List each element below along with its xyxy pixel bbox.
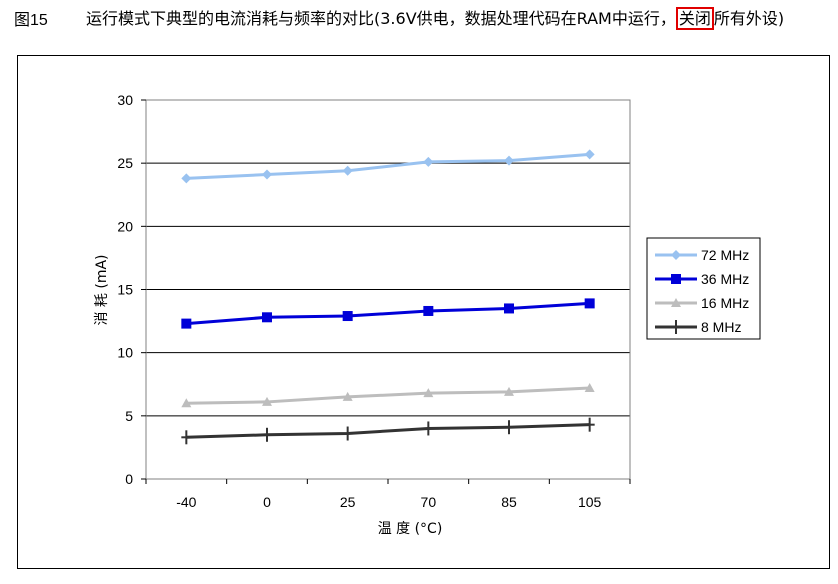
legend-label: 16 MHz	[701, 295, 749, 311]
caption-text-end: 所有外设)	[713, 9, 785, 28]
x-tick-label: 85	[501, 494, 517, 510]
legend-marker	[671, 250, 681, 260]
data-point	[423, 156, 434, 167]
y-tick-label: 10	[117, 345, 133, 361]
series-0	[181, 149, 595, 184]
data-point	[342, 165, 353, 176]
data-point	[504, 155, 514, 166]
y-tick-label: 25	[117, 155, 133, 171]
data-point	[262, 427, 272, 442]
legend-item: 8 MHz	[655, 319, 741, 335]
legend-item: 36 MHz	[655, 271, 749, 287]
legend: 72 MHz 36 MHz 16 MHz 8 MHz	[646, 237, 761, 340]
data-point	[423, 388, 434, 398]
y-tick-label: 30	[117, 92, 133, 108]
y-axis-title: 消 耗 (mA)	[94, 254, 110, 325]
figure-caption: 运行模式下典型的电流消耗与频率的对比(3.6V供电，数据处理代码在RAM中运行，…	[86, 6, 831, 31]
data-point	[181, 173, 192, 184]
figure-label: 图15	[14, 12, 48, 29]
x-tick-label: 0	[263, 494, 271, 510]
x-axis-title: 温 度 (°C)	[378, 521, 443, 537]
data-point	[504, 303, 514, 314]
x-tick-label: 70	[421, 494, 437, 510]
data-point	[181, 398, 192, 408]
chart-frame	[17, 55, 830, 569]
series-line	[186, 386, 590, 405]
data-point	[584, 298, 595, 309]
data-point	[262, 312, 272, 323]
legend-marker	[671, 320, 681, 334]
series-line	[186, 152, 590, 180]
data-point	[342, 426, 353, 441]
data-point	[423, 305, 434, 316]
data-point	[584, 149, 595, 160]
x-tick-label: -40	[176, 494, 196, 510]
x-tick-label: 105	[578, 494, 602, 510]
x-tick-label: 25	[340, 494, 356, 510]
data-point	[181, 430, 192, 445]
y-tick-label: 0	[125, 471, 133, 487]
series-line	[186, 301, 590, 326]
y-tick-label: 15	[117, 282, 133, 298]
legend-item: 16 MHz	[655, 295, 749, 311]
caption-text-start: 运行模式下典型的电流消耗与频率的对比(3.6V供电，数据处理代码在RAM中运行，	[86, 9, 676, 28]
data-point	[342, 311, 353, 322]
y-tick-label: 20	[117, 218, 133, 234]
data-point	[584, 417, 595, 432]
series-3	[181, 417, 595, 445]
series-1	[181, 298, 595, 329]
legend-label: 72 MHz	[701, 247, 749, 263]
data-point	[262, 169, 272, 180]
data-point	[584, 383, 595, 393]
legend-label: 8 MHz	[701, 319, 741, 335]
data-point	[504, 420, 514, 435]
data-point	[262, 396, 272, 406]
series-2	[181, 383, 595, 408]
data-point	[342, 391, 353, 401]
y-tick-label: 5	[125, 408, 133, 424]
legend-label: 36 MHz	[701, 271, 749, 287]
legend-marker	[671, 298, 681, 307]
grid-lines	[146, 162, 630, 417]
series-layer	[181, 149, 595, 445]
data-point	[181, 318, 192, 329]
series-line	[186, 423, 590, 439]
legend-marker	[671, 274, 681, 284]
caption-highlight: 关闭	[675, 7, 714, 30]
legend-item: 72 MHz	[655, 247, 749, 263]
axes: 0 5 10 15 20 25 30 -40 0 25 70 85 105	[117, 92, 631, 510]
data-point	[423, 421, 434, 436]
data-point	[504, 386, 514, 396]
